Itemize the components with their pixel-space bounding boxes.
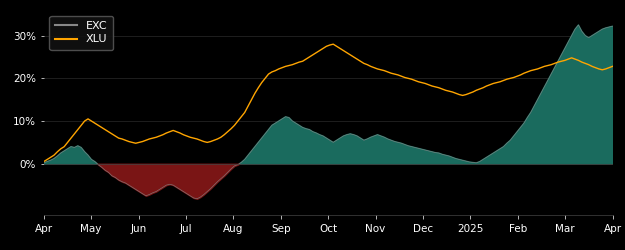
Legend: EXC, XLU: EXC, XLU [49,16,113,50]
